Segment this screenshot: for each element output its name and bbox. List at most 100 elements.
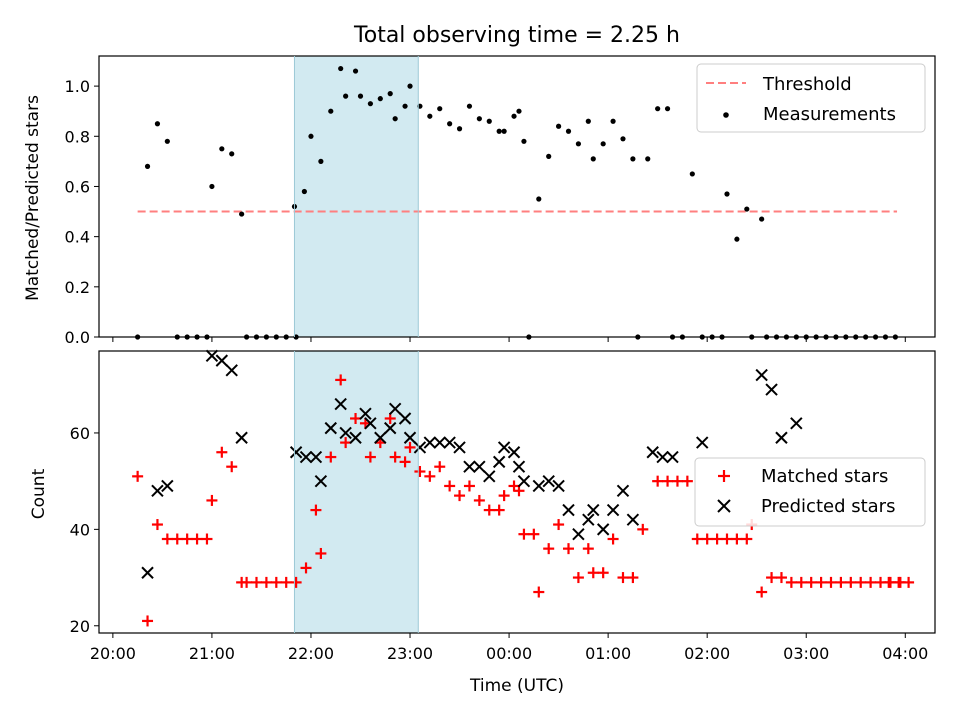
count-legend-box bbox=[694, 457, 926, 527]
measurement-point bbox=[447, 121, 453, 127]
matched-star-point bbox=[201, 533, 213, 545]
matched-star-point bbox=[290, 576, 302, 588]
measurement-point bbox=[209, 183, 215, 190]
count-x-ticks: 20:00 21:00 22:00 23:00 00:00 01:00 02:00 03:00… bbox=[90, 633, 928, 663]
y-tick-label: 40 bbox=[70, 520, 90, 539]
predicted-marker-b bbox=[289, 446, 303, 459]
matched-star-point bbox=[151, 519, 163, 531]
matched-star-point bbox=[835, 576, 847, 588]
matched-star-point bbox=[142, 615, 154, 627]
measurement-point bbox=[427, 113, 433, 119]
matched-star-point bbox=[582, 543, 594, 555]
predicted-marker-b bbox=[413, 441, 427, 454]
x-tick-label: 20:00 bbox=[90, 644, 136, 663]
measurement-point bbox=[239, 211, 245, 217]
predicted-star-point bbox=[364, 417, 377, 430]
measurement-point bbox=[521, 138, 527, 144]
chart-title: Total observing time = 2.25 h bbox=[353, 23, 680, 48]
predicted-marker-b bbox=[314, 474, 328, 488]
predicted-star-point bbox=[616, 484, 630, 498]
matched-star-point bbox=[691, 533, 703, 545]
measurement-point bbox=[724, 191, 730, 197]
predicted-marker-b bbox=[532, 479, 545, 493]
predicted-marker-b bbox=[299, 450, 313, 464]
matched-star-point bbox=[627, 572, 639, 584]
count-y-axis-label: Count bbox=[29, 468, 49, 519]
predicted-marker-b bbox=[696, 436, 709, 449]
predicted-star-point bbox=[398, 412, 412, 425]
measurement-point bbox=[600, 141, 606, 147]
predicted-marker-b bbox=[473, 460, 486, 473]
matched-star-point bbox=[181, 533, 193, 545]
predicted-marker-b bbox=[606, 503, 620, 517]
y-tick-label: 20 bbox=[70, 617, 90, 636]
predicted-star-point bbox=[388, 402, 402, 416]
matched-star-point bbox=[399, 456, 411, 468]
matched-star-point bbox=[597, 567, 609, 579]
predicted-star-point bbox=[141, 566, 154, 579]
measurement-point bbox=[546, 153, 552, 159]
matched-star-point bbox=[681, 475, 693, 487]
predicted-marker-b bbox=[423, 436, 437, 449]
predicted-star-point bbox=[384, 421, 397, 435]
matched-star-point bbox=[191, 533, 203, 545]
predicted-star-point bbox=[542, 474, 555, 488]
predicted-marker-b bbox=[349, 431, 362, 444]
predicted-star-point bbox=[473, 460, 486, 473]
measurement-point bbox=[759, 216, 765, 222]
matched-star-point bbox=[250, 576, 262, 588]
predicted-star-point bbox=[289, 446, 303, 459]
matched-star-point bbox=[572, 572, 584, 584]
matched-star-point bbox=[528, 528, 540, 540]
predicted-marker-b bbox=[151, 484, 164, 498]
predicted-marker-b bbox=[755, 368, 768, 382]
matched-star-point bbox=[310, 504, 322, 516]
count-legend: Matched stars Predicted stars bbox=[694, 457, 926, 527]
predicted-marker-b bbox=[616, 484, 630, 498]
matched-star-point bbox=[226, 461, 238, 473]
matched-star-point bbox=[563, 543, 575, 555]
predicted-star-point bbox=[572, 527, 585, 541]
matched-star-point bbox=[389, 451, 401, 463]
measurement-point bbox=[664, 106, 671, 112]
y-tick-label: 0.8 bbox=[65, 127, 90, 146]
measurement-point bbox=[585, 118, 591, 124]
predicted-legend-label: Predicted stars bbox=[761, 496, 895, 517]
matched-star-point bbox=[280, 576, 292, 588]
measurement-point bbox=[318, 158, 324, 164]
predicted-star-point bbox=[443, 436, 456, 449]
matched-star-point bbox=[364, 451, 376, 463]
predicted-marker-b bbox=[398, 412, 412, 425]
measurement-point bbox=[144, 163, 151, 169]
predicted-star-point bbox=[403, 431, 417, 444]
matched-star-point bbox=[424, 470, 436, 482]
predicted-star-point bbox=[463, 460, 476, 473]
matched-star-point bbox=[171, 533, 183, 545]
matched-star-point bbox=[855, 576, 867, 588]
predicted-marker-b bbox=[235, 431, 248, 444]
matched-star-point bbox=[161, 533, 173, 545]
matched-star-point bbox=[404, 441, 416, 453]
predicted-marker-b bbox=[646, 446, 659, 459]
predicted-star-point bbox=[339, 426, 352, 440]
predicted-marker-b bbox=[517, 474, 531, 488]
predicted-star-point bbox=[512, 460, 526, 473]
count-y-ticks: 20 40 60 bbox=[70, 424, 99, 636]
predicted-marker-b bbox=[582, 513, 595, 526]
predicted-marker-b bbox=[552, 479, 565, 493]
predicted-marker-b bbox=[572, 527, 585, 541]
predicted-stars-points bbox=[141, 349, 803, 579]
x-tick-label: 03:00 bbox=[783, 644, 829, 663]
measurements-legend-label: Measurements bbox=[763, 104, 896, 125]
y-tick-label: 0.6 bbox=[65, 177, 90, 196]
x-tick-label: 01:00 bbox=[585, 644, 631, 663]
matched-star-point bbox=[662, 475, 674, 487]
matched-star-point bbox=[508, 480, 520, 492]
measurement-point bbox=[407, 83, 413, 89]
predicted-marker-b bbox=[433, 436, 446, 449]
matched-star-point bbox=[756, 586, 768, 598]
measurement-point bbox=[308, 133, 314, 139]
predicted-star-point bbox=[225, 364, 238, 377]
predicted-marker-b bbox=[775, 431, 788, 444]
